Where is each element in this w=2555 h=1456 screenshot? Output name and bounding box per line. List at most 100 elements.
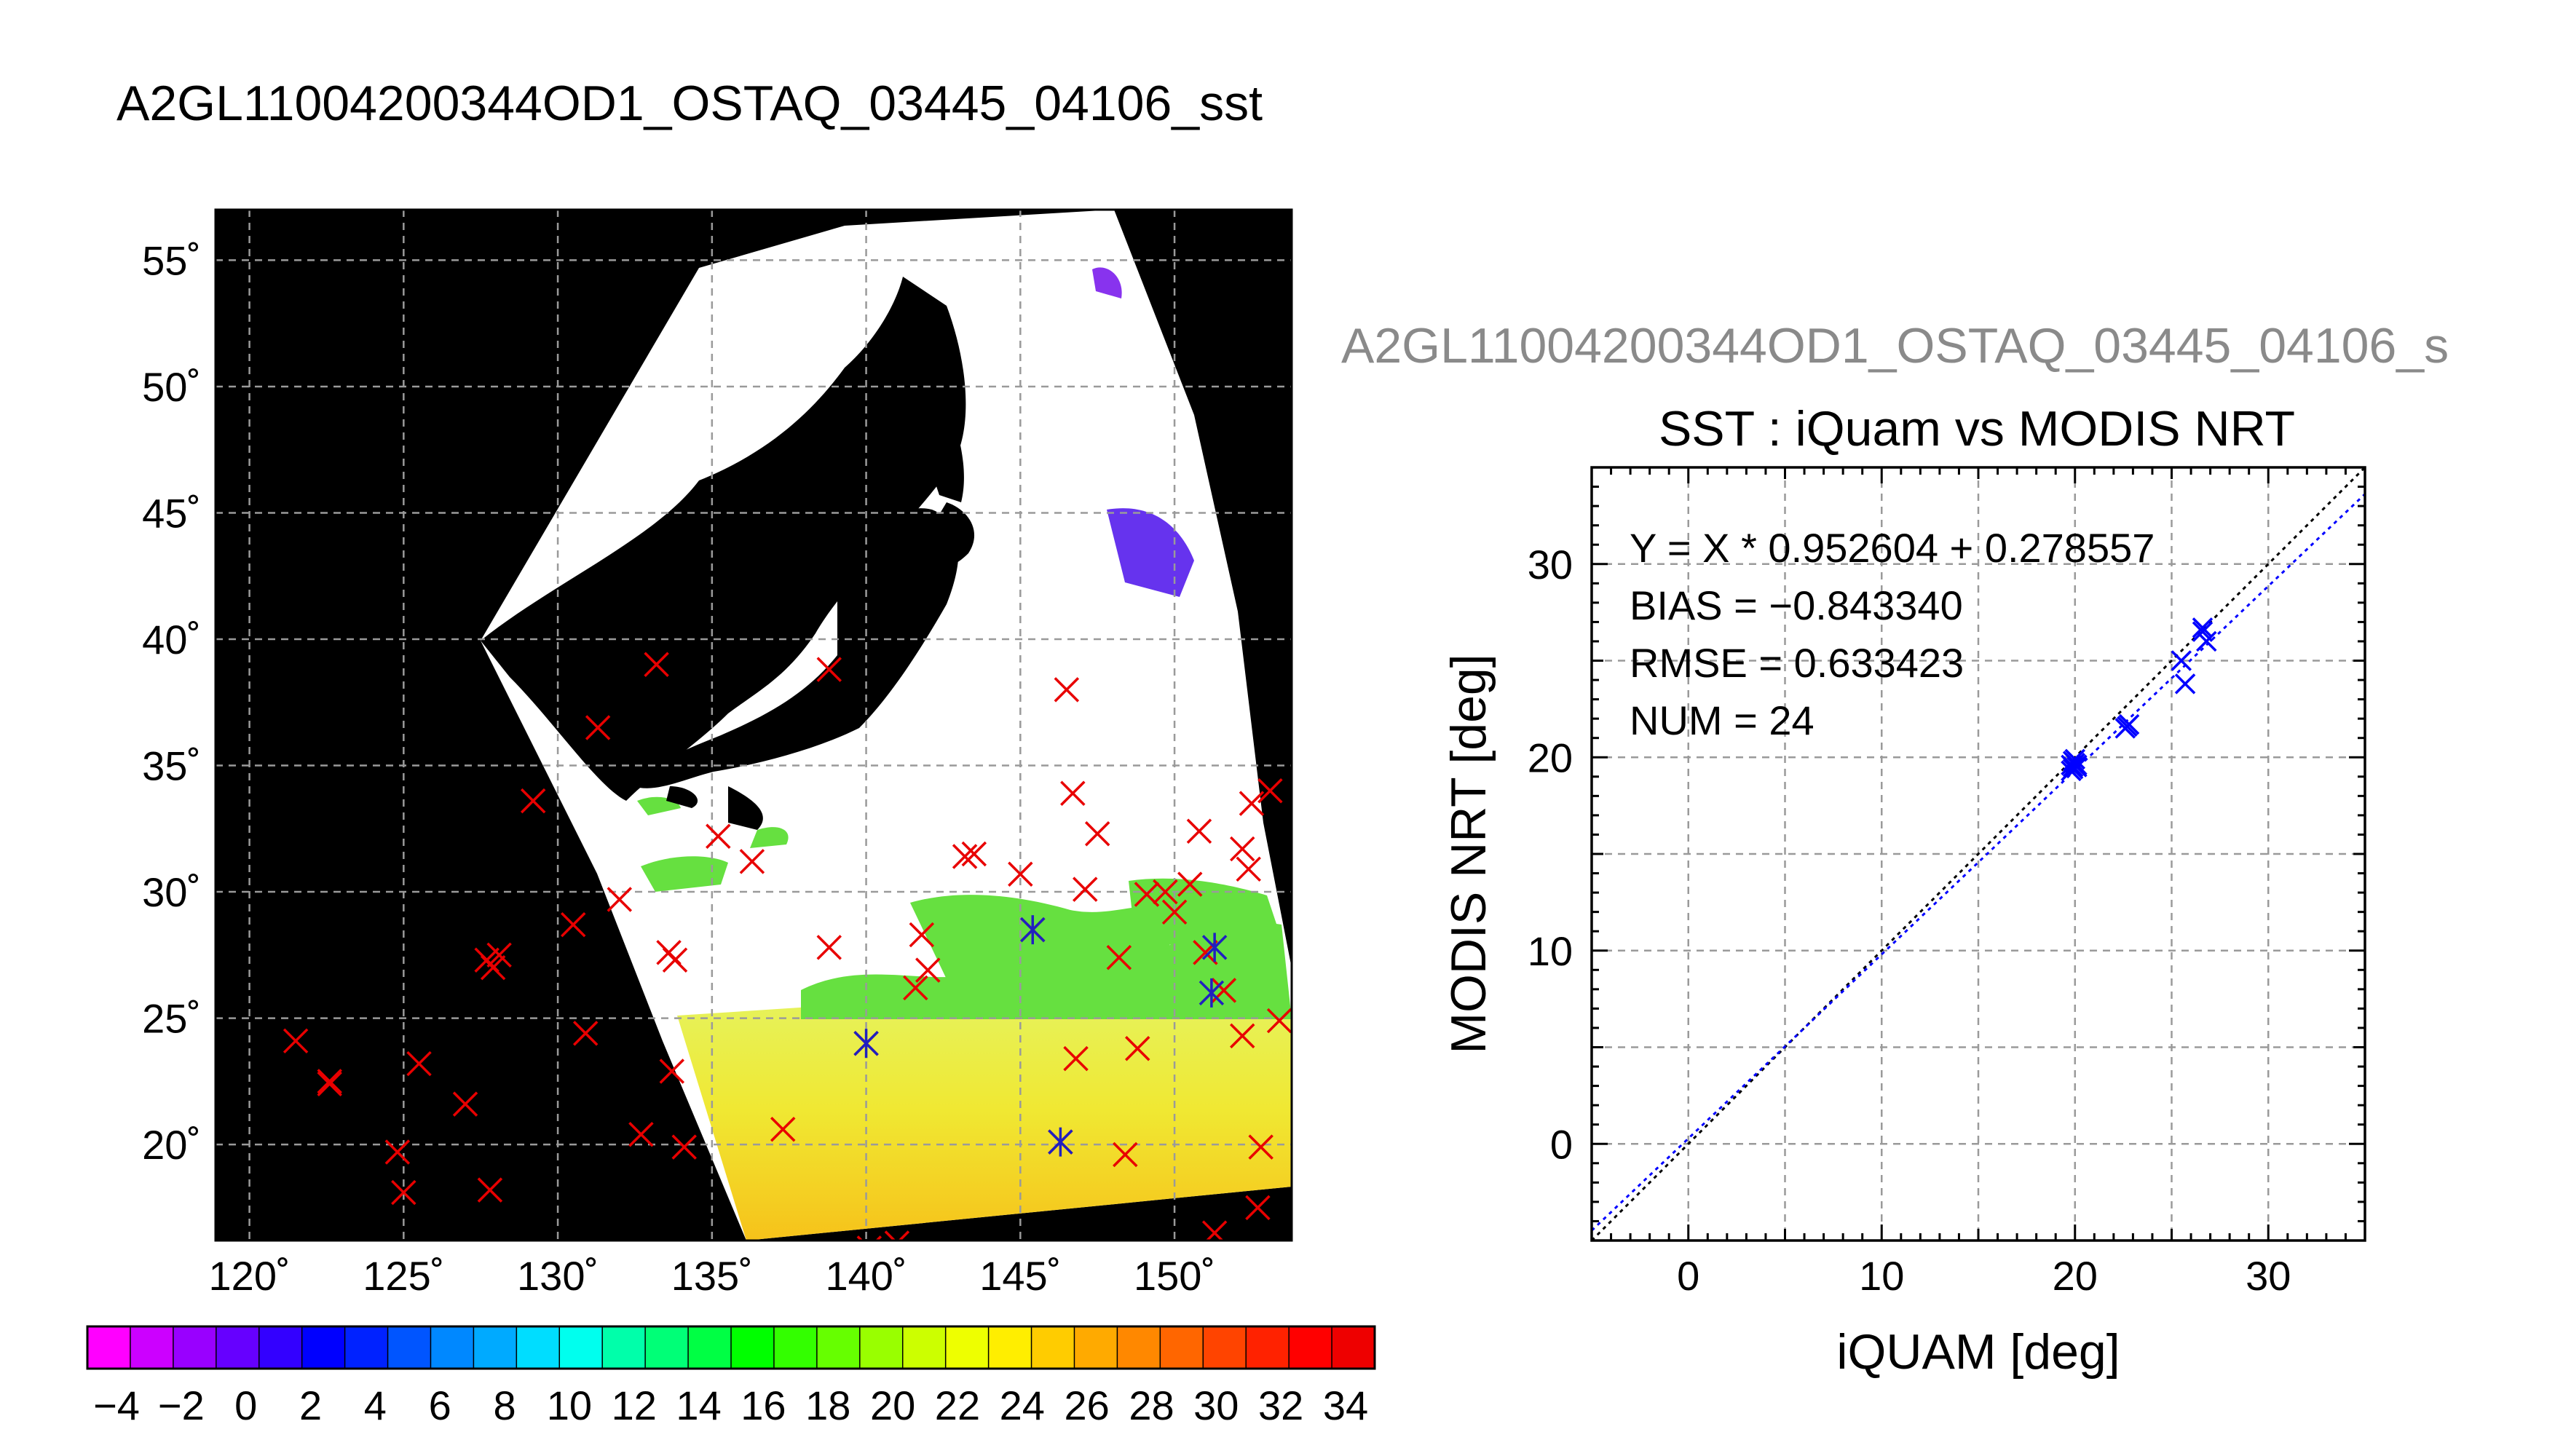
colorbar-label: 6 [429,1382,451,1428]
map-red-marker [816,935,842,960]
colorbar-cell [258,1326,303,1369]
map-red-marker [607,887,633,912]
x-tick-label: 10 [1859,1253,1904,1299]
colorbar-cell [558,1326,604,1369]
colorbar-cell [87,1326,132,1369]
map-grid [216,210,1292,1241]
colorbar-cell [687,1326,732,1369]
num-stat: NUM = 24 [1630,697,1814,743]
colorbar-label: 32 [1258,1382,1303,1428]
x-axis-label: iQUAM [deg] [1836,1324,2120,1380]
colorbar-cell [859,1326,904,1369]
map-red-marker [480,954,506,981]
map-red-marker [1266,1008,1292,1034]
fit-equation: Y = X * 0.952604 + 0.278557 [1630,525,2155,571]
lon-tick-label: 145˚ [979,1253,1061,1299]
map-red-marker [662,947,688,973]
colorbar-cells [87,1326,1376,1369]
colorbar-cell [473,1326,518,1369]
map-red-marker [317,1071,342,1097]
colorbar-cell [644,1326,690,1369]
lat-tick-label: 50˚ [142,364,201,410]
lon-tick-label: 140˚ [826,1253,907,1299]
colorbar-cell [1202,1326,1247,1369]
colorbar-cell [944,1326,990,1369]
map-red-marker [1008,861,1033,887]
lat-tick-label: 40˚ [142,617,201,662]
scatter-point [2117,716,2138,737]
scatter-point [2066,756,2088,778]
colorbar-cell [301,1326,346,1369]
colorbar-cell [901,1326,947,1369]
scatter-points [2061,617,2217,782]
map-red-marker [477,1177,503,1203]
map-red-marker [909,922,935,948]
map-red-marker [1060,780,1086,806]
lat-tick-label: 45˚ [142,490,201,536]
plot-ticks [1590,466,2366,1242]
map-red-marker [1073,877,1098,902]
fit-line [1592,493,2365,1232]
colorbar-cell [344,1326,389,1369]
map-red-marker [1230,836,1255,862]
map-red-marker [706,823,731,849]
land [481,277,975,830]
y-tick-labels: 0 10 20 30 [1528,542,1573,1168]
colorbar-label: −2 [158,1382,205,1428]
colorbar-cell [773,1326,818,1369]
colorbar-cell [730,1326,775,1369]
colorbar-cell [430,1326,475,1369]
colorbar-cell [987,1326,1032,1369]
colorbar-cell [816,1326,861,1369]
colorbar-label: 28 [1129,1382,1174,1428]
map-red-marker [452,1091,478,1117]
map-red-marker [520,788,546,814]
lon-tick-label: 125˚ [363,1253,444,1299]
map-red-marker [585,715,611,740]
map-red-marker [1291,951,1292,974]
colorbar-cell [1073,1326,1118,1369]
colorbar-label: 14 [676,1382,721,1428]
reference-lines [1592,467,2365,1241]
map-blue-marker [1198,978,1225,1008]
map-red-marker [659,1059,685,1084]
map-red-marker [1125,1036,1150,1061]
map-frame [214,208,1293,1242]
colorbar-frame [86,1325,1376,1370]
y-axis-label: MODIS NRT [deg] [1441,654,1496,1053]
lat-tick-label: 30˚ [142,869,201,915]
map-blue-marker [853,1029,879,1059]
lat-tick-label: 35˚ [142,743,201,789]
sst-map: 55˚ 50˚ 45˚ 40˚ 35˚ 30˚ 25˚ 20˚ 120˚ 125˚ 130˚ 135… [142,208,1293,1299]
lon-tick-label: 120˚ [209,1253,291,1299]
colorbar-label: −4 [93,1382,140,1428]
map-red-marker [1245,1195,1271,1221]
map-red-marker [486,942,512,968]
main-title: A2GL11004200344OD1_OSTAQ_03445_04106_sst [117,76,1263,131]
colorbar-label: 8 [493,1382,516,1428]
map-blue-marker [1048,1127,1073,1157]
map-red-marker [1106,945,1132,970]
lat-tick-label: 20˚ [142,1122,201,1168]
map-red-marker [644,652,669,677]
map-red-marker [961,841,987,867]
scatter-header: A2GL11004200344OD1_OSTAQ_03445_04106_s [1341,318,2449,373]
colorbar-cell [1116,1326,1161,1369]
colorbar-cell [216,1326,260,1369]
y-tick-label: 30 [1528,542,1573,587]
lat-tick-label: 55˚ [142,237,201,283]
colorbar-label: 22 [935,1382,980,1428]
map-red-marker [915,957,941,983]
colorbar-cell [1030,1326,1075,1369]
colorbar-cell [387,1326,432,1369]
scatter-point [2196,630,2217,652]
map-red-marker [406,1051,432,1077]
colorbar: −4 −2 0 2 4 6 8 10 12 14 16 18 20 22 24 26 28 30 32 34 [86,1325,1376,1428]
colorbar-label: 18 [805,1382,850,1428]
map-lat-labels: 55˚ 50˚ 45˚ 40˚ 35˚ 30˚ 25˚ 20˚ [142,237,201,1168]
map-red-marker [572,1021,599,1046]
colorbar-cell [173,1326,218,1369]
map-red-marker [1236,856,1261,882]
plot-grid [1592,467,2365,1241]
colorbar-cell [601,1326,647,1369]
